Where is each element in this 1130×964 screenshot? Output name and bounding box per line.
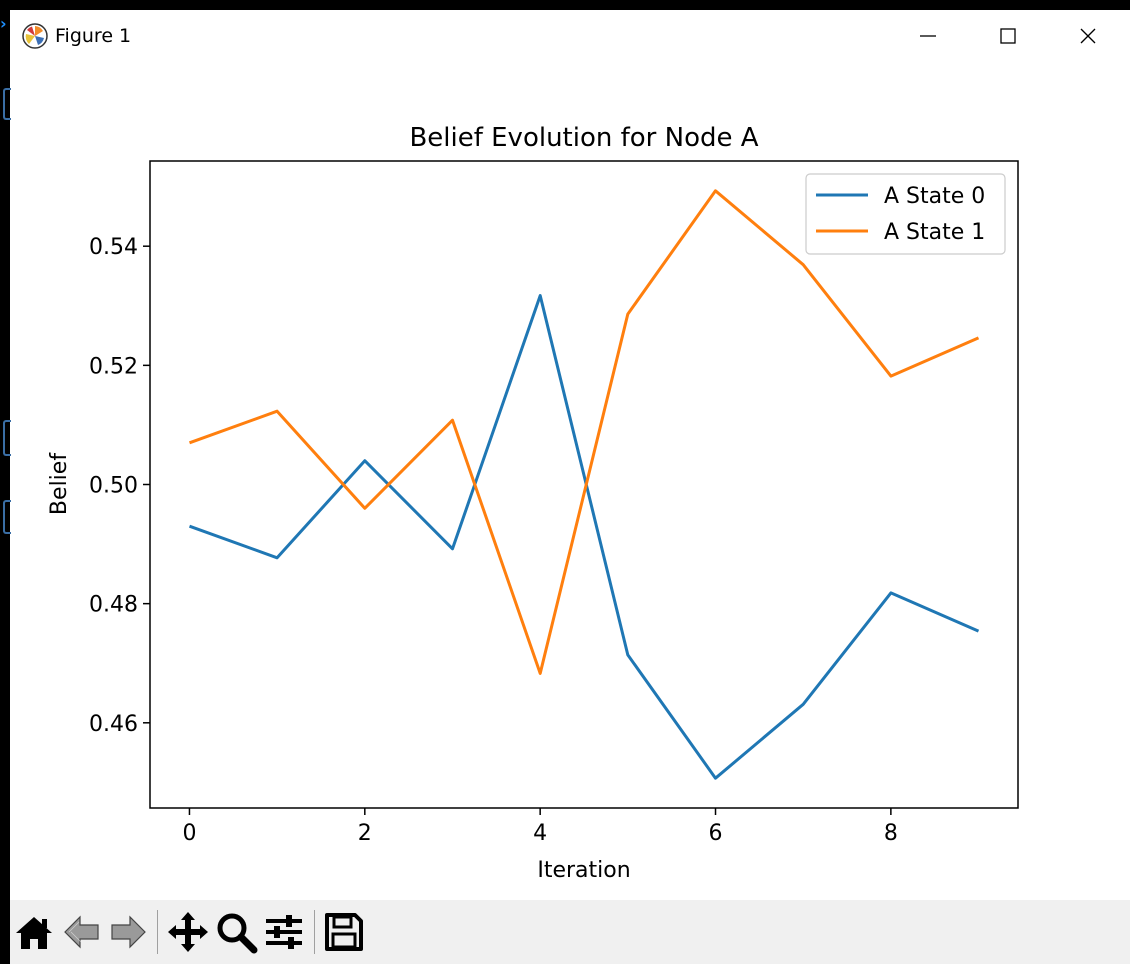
x-tick-label: 4 [533,821,547,846]
back-button[interactable] [60,910,104,954]
y-tick-label: 0.54 [89,235,138,260]
chart-title: Belief Evolution for Node A [409,123,758,153]
background-window-edge [3,500,11,534]
y-tick-label: 0.50 [89,474,138,499]
configure-subplots-button[interactable] [262,910,306,954]
minimize-button[interactable] [888,10,968,62]
y-tick-label: 0.46 [89,712,138,737]
window-title: Figure 1 [55,25,131,47]
close-icon [1076,24,1100,48]
pan-button[interactable] [166,910,210,954]
y-axis-label: Belief [47,452,72,515]
x-tick-label: 6 [709,821,723,846]
zoom-icon [214,910,258,954]
legend-label-0: A State 0 [884,184,985,209]
pan-icon [166,910,210,954]
save-button[interactable] [322,910,366,954]
close-button[interactable] [1048,10,1128,62]
line-chart[interactable]: 0 2 4 6 8 0.46 0.48 0.50 0.52 0.54 Belief Evolut… [10,62,1130,900]
plot-area [150,161,1018,808]
forward-icon [106,910,150,954]
home-icon [12,910,56,954]
x-tick-label: 0 [182,821,196,846]
legend: A State 0 A State 1 [806,174,1005,254]
minimize-icon [916,24,940,48]
navigation-toolbar [10,900,1130,964]
figure-canvas[interactable]: 0 2 4 6 8 0.46 0.48 0.50 0.52 0.54 Belief Evolut… [10,62,1130,900]
x-tick-label: 2 [358,821,372,846]
title-bar[interactable]: Figure 1 [10,10,1130,62]
home-button[interactable] [12,910,56,954]
zoom-button[interactable] [214,910,258,954]
forward-button[interactable] [106,910,150,954]
x-axis-label: Iteration [537,858,630,883]
y-tick-label: 0.52 [89,354,138,379]
y-tick-label: 0.48 [89,593,138,618]
toolbar-separator [314,910,315,954]
configure-subplots-icon [262,910,306,954]
maximize-icon [996,24,1020,48]
matplotlib-icon [21,22,49,50]
background-window-edge [3,420,11,456]
legend-label-1: A State 1 [884,220,985,245]
back-icon [60,910,104,954]
figure-window: Figure 1 02468 0.460.480.500.520.54 Beli [10,10,1130,964]
toolbar-separator [157,910,158,954]
x-tick-label: 8 [884,821,898,846]
chevron-right-icon: › [0,14,7,33]
maximize-button[interactable] [968,10,1048,62]
save-icon [322,910,366,954]
background-window-edge [3,88,11,120]
